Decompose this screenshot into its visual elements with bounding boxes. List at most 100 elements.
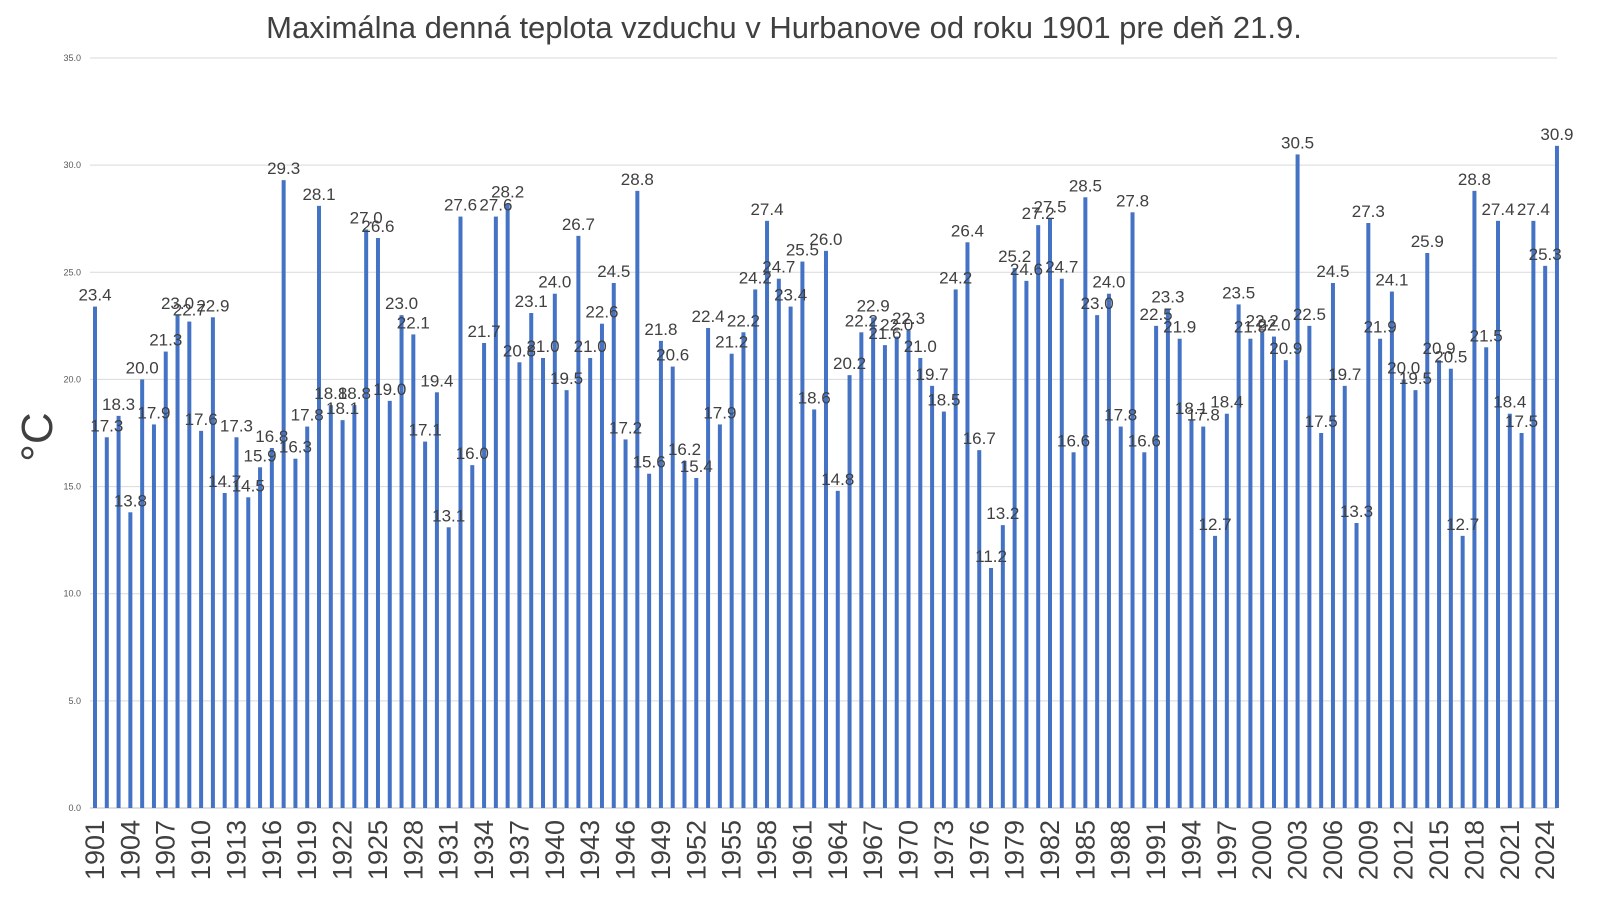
data-label-2015: 20.9 (1423, 339, 1456, 358)
bar-1918 (293, 458, 298, 808)
bar-2015 (1437, 360, 1442, 808)
data-label-2022: 17.5 (1505, 412, 1538, 431)
bar-2016 (1448, 368, 1453, 808)
bar-1985 (1083, 197, 1088, 809)
bar-1977 (989, 568, 994, 808)
bar-1971 (918, 358, 923, 808)
data-label-1951: 16.2 (668, 440, 701, 459)
bar-1933 (470, 465, 475, 808)
bar-1992 (1165, 308, 1170, 808)
bar-1938 (529, 313, 534, 808)
bar-2018 (1472, 190, 1477, 808)
data-label-1962: 18.6 (798, 388, 831, 407)
x-tick-label: 1991 (1141, 820, 1171, 880)
bar-1972 (930, 385, 935, 808)
bar-1943 (588, 358, 593, 808)
bar-1946 (623, 439, 628, 808)
y-tick-label: 10.0 (63, 589, 81, 599)
bar-1989 (1130, 212, 1135, 809)
data-label-2001: 22.0 (1257, 316, 1290, 335)
data-label-1984: 16.6 (1057, 431, 1090, 450)
data-label-1999: 21.9 (1234, 318, 1267, 337)
bar-1919 (305, 426, 310, 808)
data-label-1945: 24.5 (597, 262, 630, 281)
data-label-1997: 18.4 (1210, 393, 1243, 412)
data-label-1982: 27.5 (1033, 198, 1066, 217)
bar-1987 (1106, 293, 1111, 808)
x-tick-label: 1985 (1070, 820, 1100, 880)
data-label-1935: 27.6 (479, 196, 512, 215)
data-label-1964: 14.8 (821, 470, 854, 489)
bar-1955 (729, 353, 734, 808)
data-label-1977: 11.2 (975, 547, 1007, 566)
data-label-1988: 17.8 (1104, 406, 1137, 425)
data-label-1989: 27.8 (1116, 191, 1149, 210)
data-label-1944: 22.6 (585, 303, 618, 322)
data-label-1920: 28.1 (302, 185, 335, 204)
data-label-2016: 20.5 (1434, 348, 1467, 367)
x-tick-label: 1979 (1000, 820, 1030, 880)
bar-1906 (151, 424, 156, 808)
data-label-1983: 24.7 (1045, 258, 1078, 277)
data-label-1933: 16.0 (456, 444, 489, 463)
x-tick-label: 2021 (1495, 820, 1525, 880)
data-label-2000: 22.2 (1246, 311, 1279, 330)
data-label-1922: 18.1 (326, 399, 359, 418)
data-label-2019: 21.5 (1470, 326, 1503, 345)
data-label-1932: 27.6 (444, 196, 477, 215)
x-tick-label: 2012 (1389, 820, 1419, 880)
x-tick-label: 1937 (504, 820, 534, 880)
data-label-1958: 27.4 (750, 200, 783, 219)
x-tick-label: 2006 (1318, 820, 1348, 880)
data-label-2021: 18.4 (1493, 393, 1526, 412)
x-tick-label: 1994 (1176, 820, 1206, 880)
data-label-1938: 23.1 (515, 292, 548, 311)
data-label-1927: 23.0 (385, 294, 418, 313)
data-label-1929: 17.1 (409, 421, 442, 440)
bar-1952 (694, 478, 699, 808)
data-label-2005: 17.5 (1305, 412, 1338, 431)
bar-1907 (163, 351, 168, 808)
data-label-2017: 12.7 (1446, 515, 1479, 534)
data-label-1934: 21.7 (468, 322, 501, 341)
bar-1903 (116, 415, 121, 808)
bar-1991 (1154, 325, 1159, 808)
data-label-1998: 23.5 (1222, 283, 1255, 302)
bar-1948 (647, 473, 652, 808)
data-label-1948: 15.6 (633, 453, 666, 472)
data-label-1941: 19.5 (550, 369, 583, 388)
x-tick-label: 1982 (1035, 820, 1065, 880)
bar-1939 (541, 358, 546, 808)
bar-1927 (399, 315, 404, 808)
data-label-2012: 20.0 (1387, 358, 1420, 377)
data-label-1960: 23.4 (774, 286, 807, 305)
bar-1995 (1201, 426, 1206, 808)
x-tick-label: 2000 (1247, 820, 1277, 880)
bar-2021 (1507, 413, 1512, 808)
data-label-1995: 17.8 (1187, 406, 1220, 425)
bar-1902 (104, 437, 109, 808)
bar-2006 (1330, 283, 1335, 808)
data-label-1917: 29.3 (267, 159, 300, 178)
data-label-2004: 22.5 (1293, 305, 1326, 324)
data-label-1987: 24.0 (1092, 273, 1125, 292)
x-tick-label: 2018 (1459, 820, 1489, 880)
x-axis-ticks: 1901 1904 1907 1910 1913 1916 1919 1922 1925 1928… (80, 820, 1560, 880)
bar-1912 (222, 493, 227, 808)
bar-1969 (894, 336, 899, 808)
bar-1975 (965, 242, 970, 809)
bar-1963 (823, 250, 828, 808)
data-label-2023: 27.4 (1517, 200, 1550, 219)
data-label-1914: 14.5 (232, 476, 265, 495)
x-tick-label: 1910 (186, 820, 216, 880)
bar-1984 (1071, 452, 1076, 808)
bar-2019 (1484, 347, 1489, 808)
data-label-1996: 12.7 (1199, 515, 1232, 534)
bar-1942 (576, 235, 581, 808)
x-tick-label: 1949 (646, 820, 676, 880)
data-label-2007: 19.7 (1328, 365, 1361, 384)
data-label-1967: 22.9 (857, 296, 890, 315)
data-label-1921: 18.8 (314, 384, 347, 403)
bar-2017 (1460, 535, 1465, 808)
data-label-1971: 21.0 (904, 337, 937, 356)
